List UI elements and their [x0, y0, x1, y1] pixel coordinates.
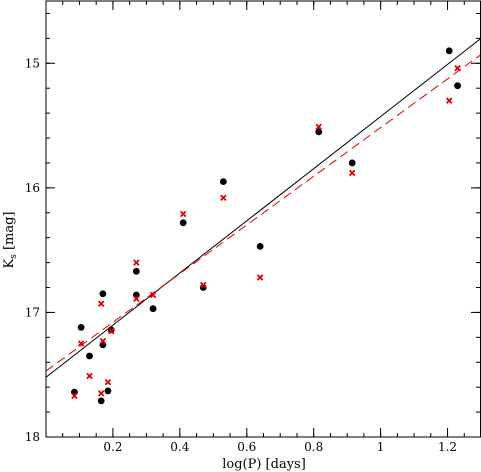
- data-point-cross: [97, 390, 105, 397]
- data-point-cross: [86, 372, 93, 380]
- y-tick-label: 15: [25, 56, 40, 70]
- data-point-cross: [104, 378, 112, 386]
- data-point-circle: [132, 267, 140, 275]
- solid-fit-line: [46, 37, 481, 378]
- x-axis-label: log(P) [days]: [222, 457, 306, 472]
- plot-frame: [45, 0, 481, 438]
- data-point-circle: [454, 82, 461, 90]
- data-point-circle: [256, 243, 264, 250]
- data-point-circle: [104, 387, 112, 395]
- y-tick-label: 18: [25, 430, 40, 444]
- data-point-circle: [77, 323, 85, 331]
- data-point-cross: [97, 300, 105, 307]
- data-point-cross: [99, 337, 107, 345]
- data-point-circle: [97, 397, 105, 405]
- data-point-cross: [179, 210, 187, 218]
- data-point-circle: [219, 178, 227, 186]
- data-point-cross: [71, 392, 78, 400]
- x-tick-label: 0.2: [103, 440, 122, 454]
- data-point-circle: [149, 305, 157, 313]
- x-tick-label: 0.8: [304, 440, 323, 454]
- data-point-cross: [133, 295, 140, 302]
- data-point-circle: [445, 47, 453, 55]
- plot-area: [46, 37, 481, 405]
- data-point-circle: [99, 290, 107, 298]
- data-point-cross: [348, 169, 356, 177]
- x-tick-label: 0.6: [237, 440, 256, 454]
- data-point-cross: [315, 123, 322, 131]
- data-point-cross: [220, 194, 227, 202]
- y-tick-label: 16: [25, 181, 40, 195]
- data-point-cross: [200, 281, 207, 289]
- data-point-circle: [179, 219, 187, 227]
- y-axis-label: Ks [mag]: [2, 211, 19, 268]
- data-point-cross: [77, 340, 85, 347]
- x-tick-label: 0.4: [170, 440, 189, 454]
- data-point-circle: [86, 352, 93, 360]
- data-point-circle: [315, 128, 323, 136]
- data-point-cross: [454, 65, 461, 72]
- dashed-fit-line: [46, 54, 481, 372]
- data-point-cross: [256, 274, 264, 281]
- y-tick-label: 17: [25, 305, 40, 319]
- data-point-cross: [108, 327, 115, 335]
- data-point-cross: [133, 259, 140, 266]
- data-point-cross: [445, 97, 453, 104]
- x-tick-label: 1: [377, 440, 385, 454]
- axes: 0.2 0.4 0.6 0.8 1 1.2 15 16 17 18: [25, 0, 481, 454]
- x-tick-label: 1.2: [438, 440, 457, 454]
- data-point-circle: [348, 159, 356, 167]
- data-point-cross: [149, 291, 157, 299]
